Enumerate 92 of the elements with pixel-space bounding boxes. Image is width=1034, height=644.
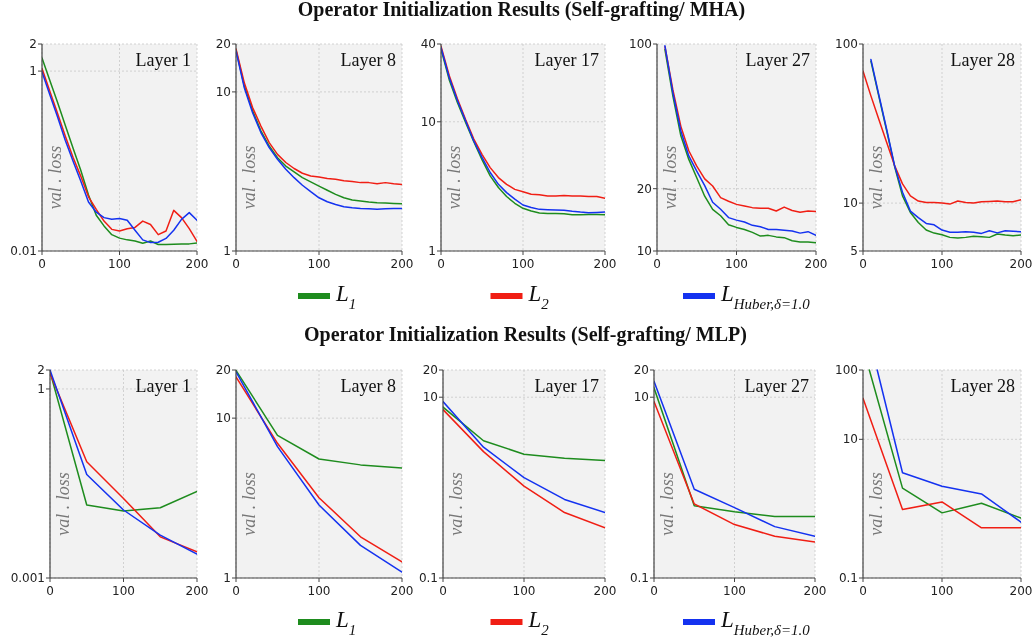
y-tick-label: 20	[633, 363, 649, 377]
y-tick-label: 10	[633, 390, 649, 405]
y-tick-label: 1	[223, 244, 231, 258]
y-tick-label: 10	[636, 244, 652, 258]
x-tick-label: 0	[859, 584, 867, 598]
y-axis-title: val . loss	[45, 145, 65, 210]
text: Operator Initialization Results (Self-grafting/ MLP)	[304, 323, 747, 346]
y-axis-title: val . loss	[444, 145, 464, 210]
line-series	[443, 406, 605, 462]
x-tick-label: 100	[108, 257, 131, 271]
x-tick-label: 200	[390, 584, 414, 598]
y-tick-label: 0.01	[10, 244, 37, 258]
x-tick-label: 0	[46, 584, 54, 598]
x-tick-label: 200	[390, 257, 414, 271]
legend-label: L$_{1}$	[335, 607, 357, 638]
line-series	[443, 400, 605, 514]
y-axis-title: val . loss	[866, 145, 886, 210]
x-tick-label: 0	[439, 584, 447, 598]
y-tick-label: 5	[850, 244, 858, 258]
y-tick-label: 1	[223, 571, 231, 585]
y-tick-label: 2	[29, 37, 37, 51]
y-tick-label: 1	[428, 244, 436, 258]
line-series	[654, 380, 815, 537]
chart-title: Layer 28	[950, 376, 1015, 396]
chart-title: Layer 28	[950, 50, 1015, 70]
chart-title: Layer 17	[534, 376, 599, 396]
y-tick-label: 10	[215, 84, 231, 99]
chart-title: Layer 1	[135, 376, 191, 396]
y-axis-title: val . loss	[239, 145, 259, 210]
y-tick-label: 40	[420, 37, 436, 51]
x-tick-label: 200	[1009, 257, 1033, 271]
x-tick-label: 0	[437, 257, 445, 271]
y-tick-label: 10	[420, 114, 436, 129]
y-axis-title: val . loss	[446, 472, 466, 536]
x-tick-label: 0	[232, 257, 240, 271]
y-tick-label: 0.001	[10, 571, 45, 585]
x-tick-label: 100	[725, 257, 748, 271]
y-axis-title: val . loss	[866, 472, 886, 536]
legend-label: L$_{2}$	[527, 607, 550, 638]
x-tick-label: 0	[859, 257, 867, 271]
text: Operator Initialization Results (Self-grafting/ MHA)	[297, 0, 746, 21]
x-tick-label: 100	[512, 584, 536, 598]
chart-title: Layer 27	[745, 50, 810, 70]
x-tick-label: 200	[593, 584, 617, 598]
y-axis-title: val . loss	[657, 472, 677, 536]
x-tick-label: 100	[511, 257, 535, 271]
y-tick-label: 2	[37, 363, 45, 377]
y-tick-label: 10	[842, 432, 858, 447]
chart-title: Layer 1	[135, 50, 191, 70]
x-tick-label: 100	[307, 584, 331, 598]
y-tick-label: 10	[215, 411, 231, 426]
y-tick-label: 10	[422, 390, 438, 405]
x-tick-label: 200	[1009, 584, 1033, 598]
chart-title: Layer 17	[534, 50, 599, 70]
y-axis-title: val . loss	[239, 472, 259, 536]
x-tick-label: 200	[804, 257, 828, 271]
legend-label: L$_{2}$	[527, 281, 550, 312]
y-tick-label: 1	[37, 381, 45, 396]
x-tick-label: 100	[723, 584, 746, 598]
x-tick-label: 100	[112, 584, 135, 598]
y-tick-label: 20	[422, 363, 438, 377]
y-tick-label: 100	[835, 37, 858, 51]
y-tick-label: 20	[636, 181, 652, 196]
y-tick-label: 100	[629, 37, 652, 51]
y-tick-label: 0.1	[629, 571, 649, 585]
x-tick-label: 100	[930, 257, 954, 271]
legend-label: L$_{Huber,δ=1.0}$	[720, 607, 811, 638]
x-tick-label: 200	[185, 584, 209, 598]
y-tick-label: 100	[835, 363, 858, 377]
legend-label: L$_{Huber,δ=1.0}$	[720, 281, 811, 312]
y-axis-title: val . loss	[53, 472, 73, 536]
y-tick-label: 20	[215, 363, 231, 377]
x-tick-label: 200	[185, 257, 209, 271]
x-tick-label: 0	[650, 584, 658, 598]
x-tick-label: 200	[803, 584, 827, 598]
y-tick-label: 0.1	[838, 571, 858, 585]
legend-label: L$_{1}$	[335, 281, 357, 312]
x-tick-label: 100	[307, 257, 331, 271]
y-tick-label: 0.1	[418, 571, 438, 585]
y-tick-label: 1	[29, 64, 37, 79]
x-tick-label: 0	[232, 584, 240, 598]
x-tick-label: 200	[593, 257, 617, 271]
x-tick-label: 0	[653, 257, 661, 271]
x-tick-label: 0	[38, 257, 46, 271]
chart-title: Layer 27	[744, 376, 809, 396]
chart-title: Layer 8	[340, 376, 396, 396]
y-axis-title: val . loss	[660, 145, 680, 210]
x-tick-label: 100	[930, 584, 954, 598]
y-tick-label: 10	[842, 196, 858, 211]
line-series	[654, 400, 815, 543]
y-tick-label: 20	[215, 37, 231, 51]
chart-title: Layer 8	[340, 50, 396, 70]
